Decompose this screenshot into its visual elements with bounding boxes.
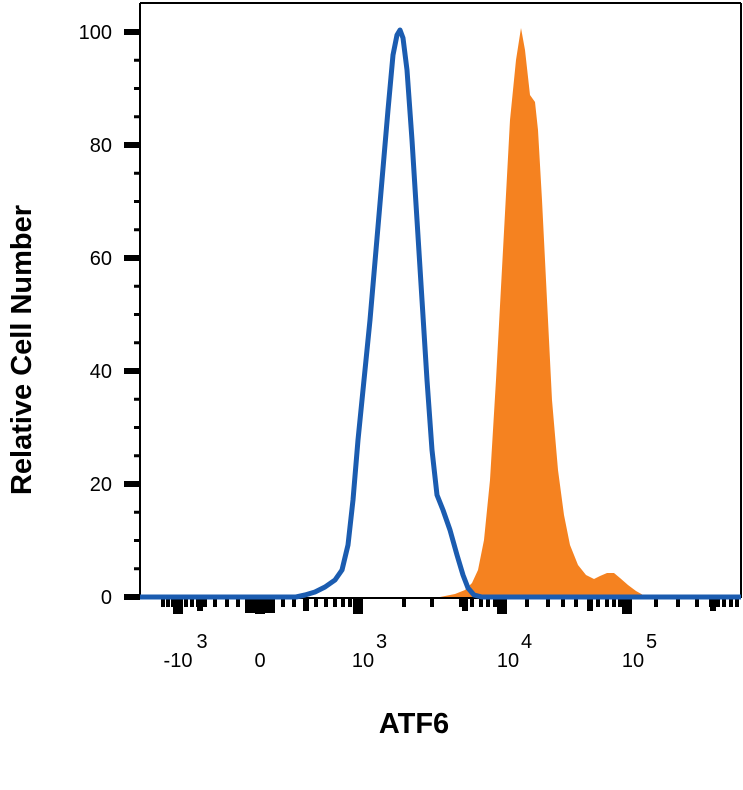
x-tick-label: 0 bbox=[254, 650, 265, 672]
svg-text:3: 3 bbox=[376, 631, 387, 653]
y-tick-label: 0 bbox=[101, 587, 112, 609]
svg-text:4: 4 bbox=[521, 631, 532, 653]
svg-text:5: 5 bbox=[646, 631, 657, 653]
svg-text:10: 10 bbox=[622, 650, 644, 672]
svg-text:10: 10 bbox=[352, 650, 374, 672]
svg-text:3: 3 bbox=[197, 631, 208, 653]
atf6-stained-histogram bbox=[140, 28, 741, 597]
x-axis-label: ATF6 bbox=[379, 708, 449, 740]
y-tick-label: 80 bbox=[90, 135, 112, 157]
isotype-control-histogram bbox=[140, 27, 741, 600]
x-tick-label: 104 bbox=[497, 631, 532, 672]
svg-text:10: 10 bbox=[497, 650, 519, 672]
y-axis-ticks: 0 20 40 60 80 100 bbox=[79, 22, 140, 609]
svg-text:-10: -10 bbox=[164, 650, 193, 672]
y-tick-label: 40 bbox=[90, 361, 112, 383]
y-tick-label: 60 bbox=[90, 248, 112, 270]
x-tick-label: 103 bbox=[352, 631, 387, 672]
svg-text:0: 0 bbox=[254, 650, 265, 672]
svg-text:Relative Cell Number: Relative Cell Number bbox=[6, 205, 38, 495]
y-tick-label: 100 bbox=[79, 22, 112, 44]
y-axis-label: Relative Cell Number bbox=[6, 205, 38, 495]
x-tick-label: 105 bbox=[622, 631, 657, 672]
x-tick-label: -103 bbox=[164, 631, 208, 672]
y-tick-label: 20 bbox=[90, 474, 112, 496]
